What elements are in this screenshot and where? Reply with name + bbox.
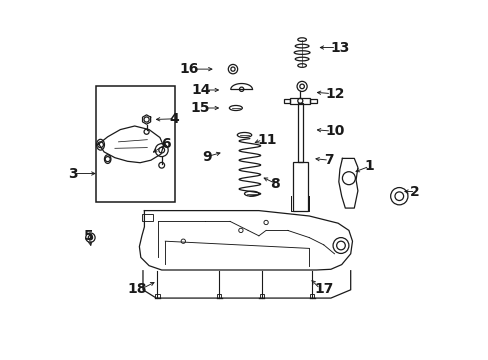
Text: 17: 17 bbox=[314, 282, 333, 296]
Bar bbox=[259, 294, 264, 298]
Bar bbox=[284, 99, 290, 103]
Bar bbox=[217, 294, 221, 298]
Bar bbox=[96, 86, 175, 202]
Bar bbox=[142, 214, 153, 221]
Text: 1: 1 bbox=[363, 159, 373, 173]
Text: 4: 4 bbox=[169, 112, 179, 126]
Text: 2: 2 bbox=[409, 185, 419, 198]
Text: 11: 11 bbox=[257, 133, 276, 147]
Text: 10: 10 bbox=[325, 124, 345, 138]
Text: 13: 13 bbox=[330, 41, 349, 54]
Bar bbox=[155, 294, 159, 298]
Text: 16: 16 bbox=[179, 62, 198, 76]
Bar bbox=[309, 294, 314, 298]
Text: 8: 8 bbox=[270, 177, 280, 190]
Text: 15: 15 bbox=[190, 101, 210, 115]
Text: 6: 6 bbox=[161, 137, 170, 151]
Text: 14: 14 bbox=[191, 83, 211, 97]
Text: 5: 5 bbox=[83, 229, 93, 243]
Text: 7: 7 bbox=[323, 153, 333, 167]
Text: 9: 9 bbox=[202, 150, 211, 164]
Text: 12: 12 bbox=[325, 87, 345, 100]
Bar bbox=[309, 99, 316, 103]
Bar bbox=[290, 98, 309, 104]
Text: 3: 3 bbox=[68, 167, 78, 180]
Text: 18: 18 bbox=[127, 282, 147, 296]
